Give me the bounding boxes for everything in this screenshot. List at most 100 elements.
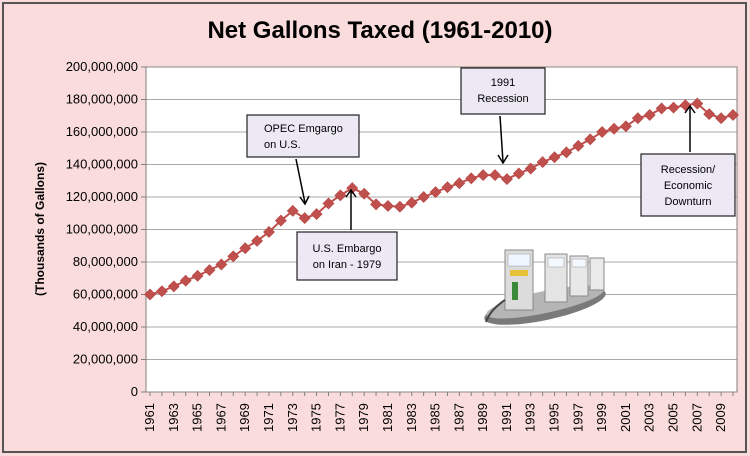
data-point [358,187,371,200]
x-tick-label: 2001 [618,403,633,432]
data-point [727,109,739,121]
x-tick-label: 1969 [237,403,252,432]
x-tick-label: 1995 [547,403,562,432]
data-point [608,122,620,135]
arrow-opec-head [299,195,310,206]
annotation-1991-line2: Recession [477,93,528,105]
x-tick-label: 1975 [309,403,324,432]
y-tick-label: 0 [131,384,138,399]
y-axis-label: (Thousands of Gallons) [33,162,47,296]
y-tick-label: 20,000,000 [73,352,138,367]
y-tick-label: 180,000,000 [66,92,138,107]
data-point [155,285,168,298]
y-tick-label: 80,000,000 [73,254,138,269]
x-tick-label: 1997 [570,403,585,432]
data-point [715,112,728,125]
x-tick-label: 1971 [261,403,276,432]
data-point [477,169,490,181]
gridlines [146,66,737,393]
x-tick-label: 1979 [356,403,371,432]
annotation-opec-line1: OPEC Emgargo [264,123,343,135]
x-tick-label: 1999 [594,403,609,432]
x-tick-label: 1967 [213,403,228,432]
x-tick-label: 1985 [428,403,443,432]
annotation-1991-line1: 1991 [491,77,515,89]
data-point [524,162,537,175]
data-point [560,146,573,159]
annotation-downturn: Recession/ Economic Downturn [640,153,736,217]
x-tick-label: 1991 [499,403,514,432]
x-tick-label: 1963 [166,403,181,432]
data-point [453,177,466,190]
annotation-1991: 1991 Recession [460,67,546,115]
chart-title: Net Gallons Taxed (1961-2010) [207,17,552,44]
data-point [691,97,704,110]
series-markers [144,97,739,301]
data-point [274,214,287,227]
data-point [334,189,347,202]
y-tick-label: 120,000,000 [66,189,138,204]
data-point [703,108,716,121]
y-axis-ticks: 0 20,000,000 40,000,000 60,000,000 80,000,00… [66,59,146,399]
annotation-iran: U.S. Embargo on Iran - 1979 [296,231,398,281]
x-tick-label: 1961 [142,403,157,432]
x-tick-label: 2009 [713,403,728,432]
data-point [191,269,204,282]
annotation-downturn-line3: Downturn [664,196,711,208]
data-point [227,250,240,263]
data-point [417,191,430,203]
gas-pumps-icon [484,249,606,325]
data-point [263,226,275,238]
data-point [489,169,501,181]
annotation-downturn-line1: Recession/ [661,164,716,176]
annotation-opec-line2: on U.S. [264,139,301,151]
x-tick-label: 1981 [380,403,395,432]
y-tick-label: 60,000,000 [73,287,138,302]
data-point [179,274,192,287]
data-point [643,109,656,121]
x-tick-label: 1977 [332,403,347,432]
data-point [667,101,680,114]
data-point [596,126,609,138]
data-point [382,200,394,212]
x-tick-label: 1965 [190,403,205,432]
arrow-1991-head [497,154,509,165]
data-point [405,196,418,209]
x-tick-label: 1973 [285,403,300,432]
data-point [144,288,156,301]
arrow-opec [295,158,306,204]
annotation-iran-line2: on Iran - 1979 [313,259,382,271]
data-point [346,182,359,194]
arrow-downturn-head [684,104,696,114]
data-point [572,139,585,152]
data-point [310,208,323,220]
data-point [501,173,513,186]
data-point [203,264,216,277]
data-point [167,280,180,293]
annotation-opec: OPEC Emgargo on U.S. [246,114,360,158]
data-point [286,204,299,217]
data-point [679,99,692,112]
data-point [239,242,252,255]
data-point [584,133,597,146]
x-axis-ticks: 1961 1963 1965 1967 1969 1971 1973 1975 1977 1979… [142,392,734,432]
y-tick-label: 100,000,000 [66,222,138,237]
y-tick-label: 160,000,000 [66,124,138,139]
x-tick-label: 2003 [642,403,657,432]
data-point [441,181,454,194]
x-tick-label: 1983 [404,403,419,432]
data-point [370,198,382,211]
arrow-1991 [499,115,504,163]
x-tick-label: 1987 [451,403,466,432]
data-point [298,212,311,225]
annotation-iran-line1: U.S. Embargo [312,243,381,255]
data-point [536,156,549,168]
y-tick-label: 140,000,000 [66,157,138,172]
y-tick-label: 200,000,000 [66,59,138,74]
x-tick-label: 2005 [666,403,681,432]
data-point [465,172,478,185]
data-point [215,258,228,271]
data-point [619,120,632,133]
